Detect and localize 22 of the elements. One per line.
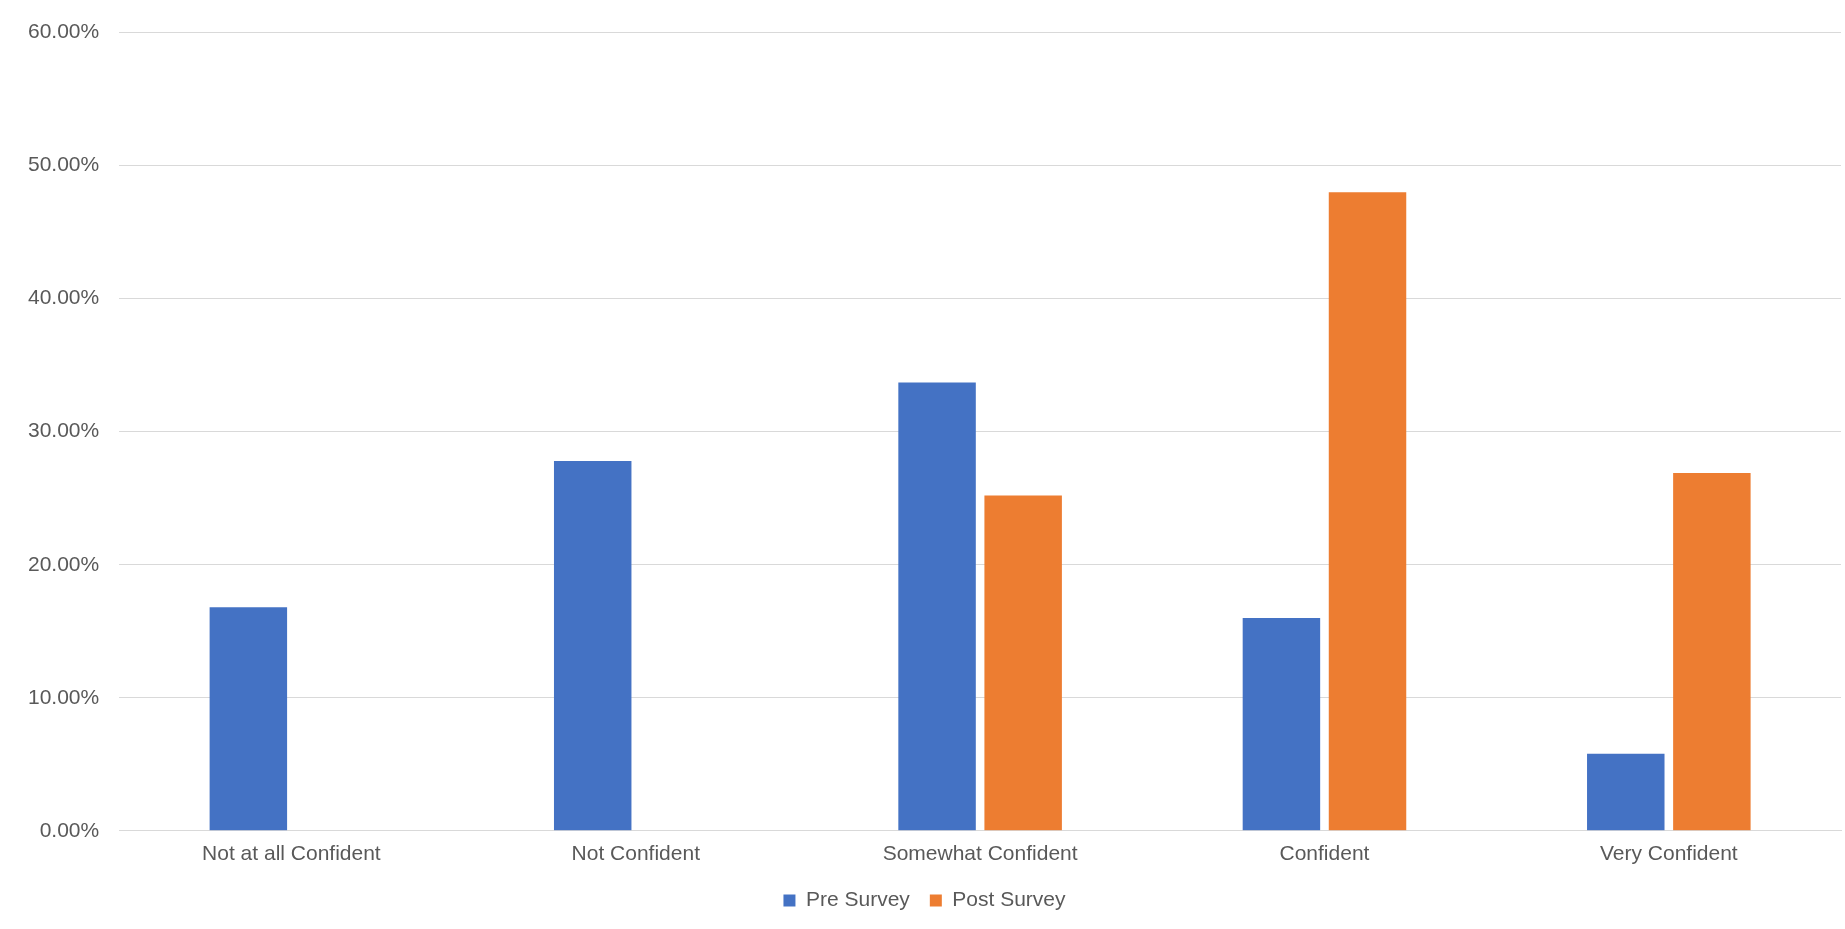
x-tick-label: Not Confident [571, 841, 701, 865]
bar [1242, 617, 1321, 831]
y-tick-label: 20.00% [27, 551, 100, 575]
legend-label: Post Survey [952, 887, 1067, 911]
bar [209, 607, 288, 831]
bar [553, 460, 632, 831]
x-tick-label: Somewhat Confident [882, 841, 1078, 865]
bar [1587, 753, 1665, 831]
y-tick-label: 30.00% [27, 418, 100, 442]
bar [1328, 192, 1407, 831]
x-tick-label: Not at all Confident [202, 841, 381, 865]
y-tick-label: 0.00% [39, 817, 100, 841]
y-tick-label: 40.00% [27, 285, 100, 309]
y-tick-label: 50.00% [27, 152, 100, 176]
y-tick-label: 60.00% [27, 19, 100, 43]
x-tick-label: Confident [1279, 841, 1370, 865]
y-tick-label: 10.00% [27, 684, 100, 708]
bar [984, 495, 1062, 831]
legend-label: Pre Survey [805, 887, 911, 911]
bar [898, 382, 976, 831]
x-tick-label: Very Confident [1599, 841, 1738, 865]
bar [1673, 472, 1751, 831]
